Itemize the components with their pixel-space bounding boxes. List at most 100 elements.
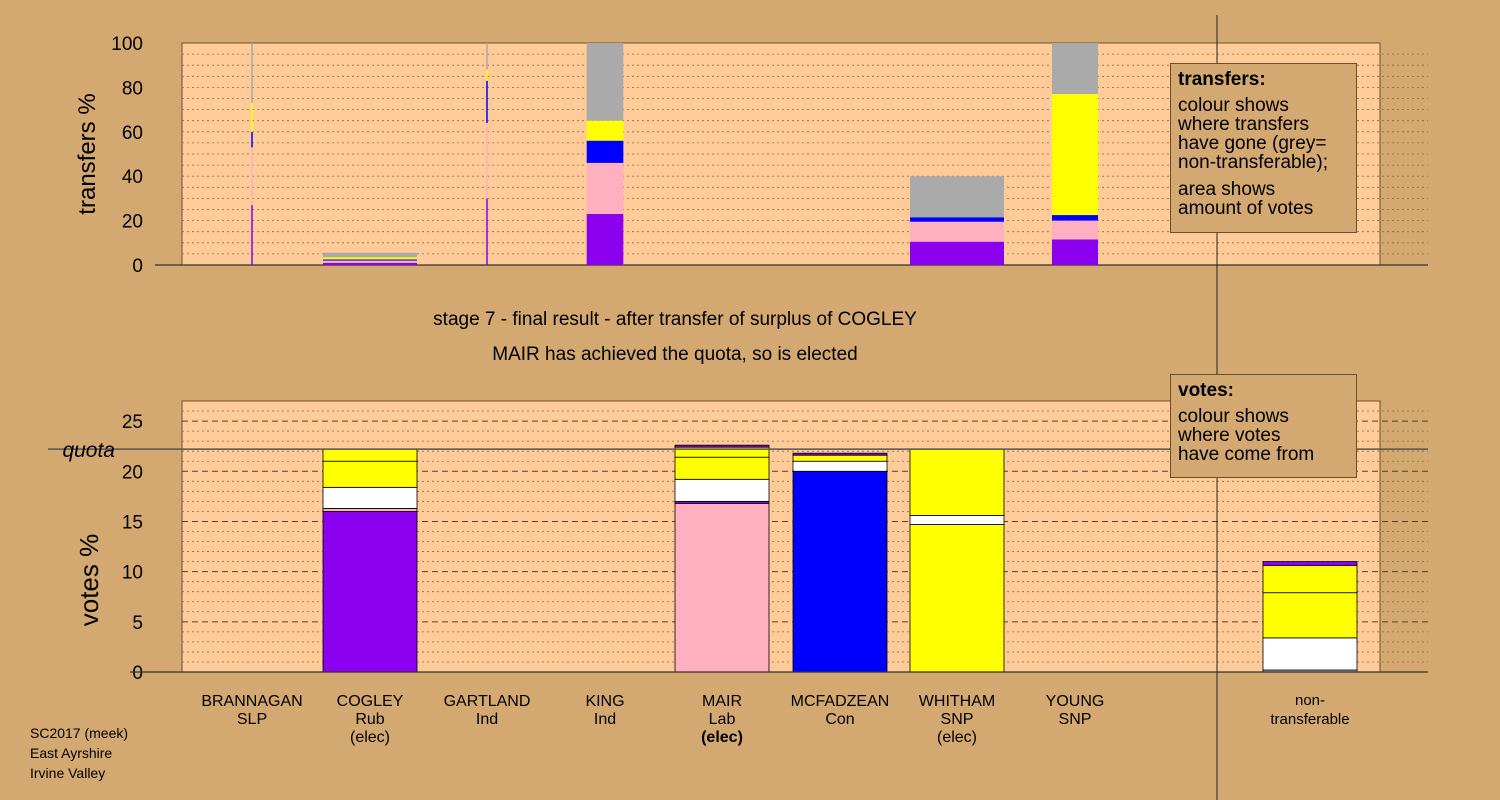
vote-segment-non-transferable (1262, 637, 1358, 671)
candidate-name-label: MCFADZEAN (791, 693, 890, 710)
candidate-party-label: SNP (1059, 711, 1092, 728)
candidate-party-label: Ind (476, 711, 498, 728)
transfer-segment-king (586, 162, 624, 214)
nontransferable-label: transferable (1270, 711, 1349, 728)
transfer-segment-cogley (323, 259, 417, 261)
transfer-segment-young (1051, 43, 1099, 95)
transfer-segment-gartland (486, 43, 488, 70)
votes-legend-line: colour shows (1178, 406, 1289, 427)
votes-y-tick-label: 10 (122, 563, 143, 584)
vote-segment-whitham (909, 524, 1005, 673)
transfer-segment-gartland (486, 69, 488, 81)
transfer-segment-king (586, 43, 624, 121)
transfer-segment-gartland (486, 80, 488, 123)
transfers-legend-line: area shows (1178, 179, 1276, 200)
vote-segment-mair (674, 478, 770, 502)
footer-info: SC2017 (meek) East Ayrshire Irvine Valle… (30, 723, 128, 783)
transfer-segment-cogley (323, 260, 417, 263)
vote-segment-non-transferable (1262, 592, 1358, 639)
transfers-legend-line: colour shows (1178, 95, 1289, 116)
transfers-legend-line: have gone (grey= (1178, 133, 1327, 154)
transfers-y-tick-label: 80 (122, 78, 143, 99)
candidate-status-label: (elec) (701, 729, 743, 746)
footer-line: East Ayrshire (30, 745, 113, 761)
vote-segment-cogley (322, 448, 418, 462)
footer-line: Irvine Valley (30, 765, 106, 781)
candidate-status-label: (elec) (937, 729, 977, 746)
candidate-party-label: Ind (594, 711, 616, 728)
footer-line: SC2017 (meek) (30, 725, 129, 741)
vote-segment-mcfadzean (792, 452, 888, 456)
transfers-legend-line: where transfers (1178, 114, 1309, 135)
transfers-legend-line: amount of votes (1178, 198, 1314, 219)
transfer-segment-young (1051, 94, 1099, 216)
transfer-segment-brannagan (251, 131, 253, 148)
transfer-segment-whitham (910, 176, 1004, 218)
candidate-name-label: COGLEY (337, 693, 404, 710)
transfer-segment-young (1051, 215, 1099, 221)
votes-y-tick-label: 0 (132, 663, 143, 684)
votes-legend-line: where votes (1178, 425, 1281, 446)
transfer-segment-young (1051, 220, 1099, 240)
transfers-legend: transfers: colour shows where transfers … (1170, 63, 1357, 233)
transfer-segment-brannagan (251, 102, 253, 132)
candidate-name-label: KING (585, 693, 624, 710)
transfer-segment-cogley (323, 262, 417, 265)
candidate-name-label: BRANNAGAN (201, 693, 302, 710)
vote-segment-non-transferable (1262, 561, 1358, 567)
transfer-segment-king (586, 213, 624, 265)
transfer-segment-king (586, 140, 624, 163)
transfers-y-tick-label: 0 (132, 256, 143, 277)
transfer-segment-whitham (910, 217, 1004, 222)
transfers-y-tick-label: 40 (122, 167, 143, 188)
votes-y-tick-label: 15 (122, 512, 143, 533)
transfer-segment-cogley (323, 252, 417, 258)
votes-y-tick-label: 5 (132, 613, 143, 634)
transfer-segment-cogley (323, 257, 417, 260)
votes-y-tick-label: 20 (122, 462, 143, 483)
candidate-status-label: (elec) (350, 729, 390, 746)
vote-segment-mair (674, 456, 770, 480)
vote-segment-mair (674, 502, 770, 673)
candidate-party-label: SLP (237, 711, 267, 728)
stage-subheadline: MAIR has achieved the quota, so is elect… (492, 344, 857, 365)
vote-segment-whitham (909, 515, 1005, 525)
votes-y-axis-label: votes % (74, 534, 104, 627)
nontransferable-label: non- (1295, 692, 1325, 709)
vote-segment-whitham (909, 448, 1005, 516)
candidate-party-label: SNP (941, 711, 974, 728)
vote-segment-mcfadzean (792, 454, 888, 462)
transfer-segment-gartland (486, 198, 488, 265)
candidate-name-label: GARTLAND (444, 693, 531, 710)
votes-y-tick-label: 25 (122, 412, 143, 433)
candidate-name-label: WHITHAM (919, 693, 995, 710)
candidate-name-label: YOUNG (1046, 693, 1105, 710)
transfer-segment-gartland (486, 122, 488, 199)
vote-segment-mcfadzean (792, 470, 888, 673)
vote-segment-cogley (322, 486, 418, 509)
votes-legend-line: have come from (1178, 444, 1315, 465)
stage-headline: stage 7 - final result - after transfer … (433, 309, 917, 330)
vote-segment-cogley (322, 507, 418, 512)
transfers-y-axis-label: transfers % (74, 93, 101, 214)
candidate-party-label: Rub (355, 711, 384, 728)
quota-label: quota (62, 439, 115, 462)
candidate-party-label: Con (825, 711, 854, 728)
votes-legend-title: votes: (1178, 380, 1234, 401)
transfers-legend-title: transfers: (1178, 69, 1266, 90)
vote-segment-non-transferable (1262, 565, 1358, 594)
vote-segment-mcfadzean (792, 460, 888, 472)
transfer-segment-brannagan (251, 205, 253, 265)
vote-segment-cogley (322, 460, 418, 488)
transfers-y-tick-label: 100 (111, 34, 143, 55)
candidate-name-label: MAIR (702, 693, 742, 710)
vote-segment-mair (674, 444, 770, 448)
transfer-segment-whitham (910, 241, 1004, 265)
candidate-party-label: Lab (709, 711, 736, 728)
transfers-legend-line: non-transferable); (1178, 152, 1328, 173)
vote-segment-cogley (322, 511, 418, 673)
transfers-y-tick-label: 20 (122, 212, 143, 233)
transfer-segment-brannagan (251, 147, 253, 206)
transfer-segment-whitham (910, 221, 1004, 242)
transfers-y-tick-label: 60 (122, 123, 143, 144)
